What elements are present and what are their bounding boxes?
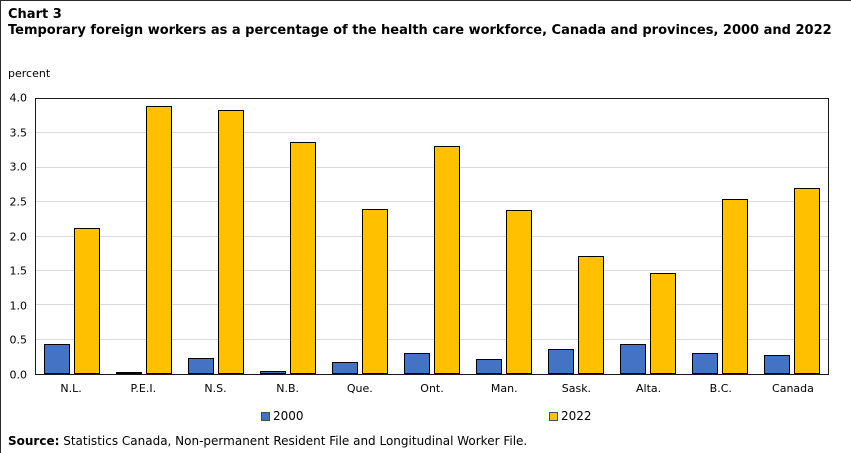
x-tick-label: Man. bbox=[490, 382, 518, 395]
gridline bbox=[36, 132, 828, 134]
x-tick-label: N.B. bbox=[276, 382, 300, 395]
bar-groups bbox=[36, 99, 828, 374]
bar-2022-canada bbox=[794, 188, 820, 374]
bar-2000-ns bbox=[188, 357, 214, 374]
y-tick-label: 0.5 bbox=[9, 333, 28, 347]
bar-2000-sask bbox=[548, 348, 574, 374]
bar-group-ns bbox=[180, 99, 252, 374]
bar-2000-alta bbox=[620, 344, 646, 374]
legend-item-2000: 2000 bbox=[261, 409, 304, 423]
bar-group-man bbox=[468, 99, 540, 374]
gridline bbox=[36, 201, 828, 203]
bar-group-que bbox=[324, 99, 396, 374]
y-tick-label: 1.0 bbox=[9, 299, 28, 313]
bar-2000-canada bbox=[764, 355, 790, 374]
bar-group-nl bbox=[36, 99, 108, 374]
bar-group-nb bbox=[252, 99, 324, 374]
chart-title: Temporary foreign workers as a percentag… bbox=[8, 23, 832, 38]
x-tick-label: Sask. bbox=[561, 382, 592, 395]
bar-2022-pei bbox=[146, 105, 172, 374]
bar-2000-nl bbox=[44, 343, 70, 374]
source-label: Source: bbox=[8, 434, 60, 448]
bar-group-alta bbox=[612, 99, 684, 374]
y-axis-unit-label: percent bbox=[8, 67, 51, 80]
bar-2000-que bbox=[332, 362, 358, 374]
y-tick-label: 3.0 bbox=[9, 160, 28, 174]
y-axis-labels: 0.0 0.5 1.0 1.5 2.0 2.5 3.0 3.5 4.0 bbox=[1, 92, 31, 382]
y-tick-label: 3.5 bbox=[9, 126, 28, 140]
bar-2000-pei bbox=[116, 371, 142, 374]
x-tick-label: Que. bbox=[346, 382, 373, 395]
legend-label: 2000 bbox=[273, 409, 304, 423]
bar-group-sask bbox=[540, 99, 612, 374]
legend-swatch-icon bbox=[261, 411, 270, 421]
y-tick-label: 4.0 bbox=[9, 91, 28, 105]
bar-group-bc bbox=[684, 99, 756, 374]
gridline bbox=[36, 304, 828, 306]
bar-2022-nl bbox=[74, 228, 100, 374]
y-tick-label: 0.0 bbox=[9, 368, 28, 382]
gridline bbox=[36, 269, 828, 271]
bar-2022-bc bbox=[722, 199, 748, 374]
x-tick-label: Canada bbox=[772, 382, 814, 395]
gridline bbox=[36, 235, 828, 237]
gridline bbox=[36, 338, 828, 340]
bar-2022-ont bbox=[434, 146, 460, 374]
bar-2022-nb bbox=[290, 142, 316, 374]
y-tick-label: 2.5 bbox=[9, 195, 28, 209]
x-axis-labels: N.L. P.E.I. N.S. N.B. Que. Ont. Man. Sask. Alta.… bbox=[35, 382, 829, 395]
x-tick-label: Alta. bbox=[636, 382, 662, 395]
plot-area bbox=[35, 98, 829, 375]
source-text: Statistics Canada, Non-permanent Residen… bbox=[59, 434, 528, 448]
legend-item-2022: 2022 bbox=[549, 409, 592, 423]
legend-swatch-icon bbox=[549, 411, 558, 421]
source-note: Source: Statistics Canada, Non-permanent… bbox=[8, 434, 527, 448]
bar-2022-que bbox=[362, 209, 388, 374]
bar-2000-bc bbox=[692, 353, 718, 374]
bar-2022-alta bbox=[650, 272, 676, 374]
bar-2022-ns bbox=[218, 110, 244, 374]
bar-group-ont bbox=[396, 99, 468, 374]
x-tick-label: N.S. bbox=[204, 382, 227, 395]
x-tick-label: Ont. bbox=[420, 382, 444, 395]
bar-2000-man bbox=[476, 358, 502, 374]
x-tick-label: N.L. bbox=[60, 382, 82, 395]
chart-number: Chart 3 bbox=[8, 7, 62, 22]
bar-2000-nb bbox=[260, 371, 286, 374]
bar-2022-sask bbox=[578, 256, 604, 374]
bar-2000-ont bbox=[404, 353, 430, 374]
bar-2022-man bbox=[506, 210, 532, 374]
bar-group-pei bbox=[108, 99, 180, 374]
x-tick-label: B.C. bbox=[709, 382, 732, 395]
legend: 2000 2022 bbox=[1, 409, 851, 425]
legend-label: 2022 bbox=[561, 409, 592, 423]
gridline bbox=[36, 166, 828, 168]
bar-group-canada bbox=[756, 99, 828, 374]
y-tick-label: 2.0 bbox=[9, 230, 28, 243]
x-tick-label: P.E.I. bbox=[130, 382, 157, 395]
y-tick-label: 1.5 bbox=[9, 264, 28, 278]
